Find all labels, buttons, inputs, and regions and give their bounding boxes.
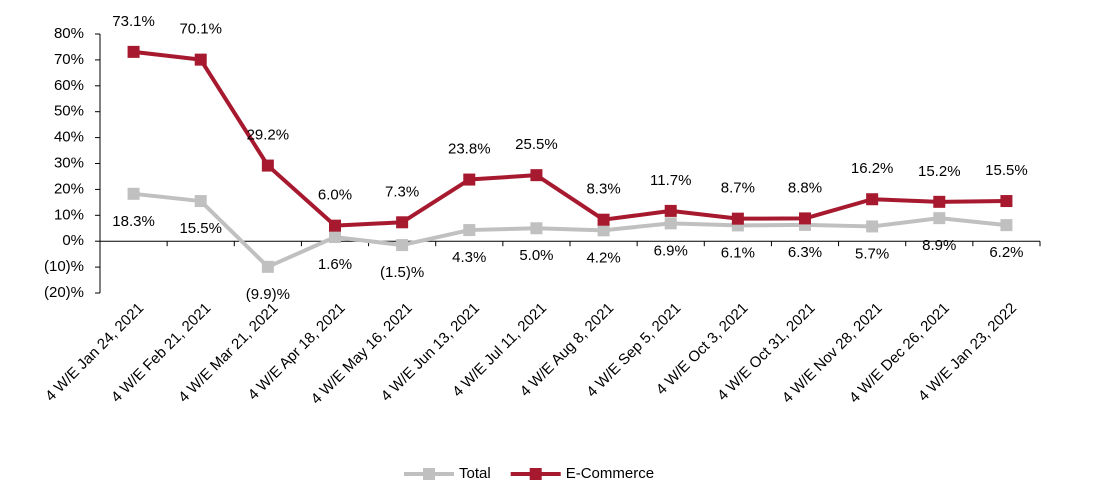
series-line — [133, 49, 1007, 228]
marker — [261, 260, 274, 273]
data-label: 1.6% — [318, 256, 352, 273]
marker — [396, 239, 409, 252]
data-label: 23.8% — [448, 141, 491, 158]
marker — [933, 195, 946, 208]
data-label: 6.9% — [654, 242, 688, 259]
data-label: (9.9)% — [246, 286, 290, 303]
data-label: 4.3% — [452, 249, 486, 266]
marker — [1000, 219, 1013, 232]
data-label: 15.5% — [985, 162, 1028, 179]
marker — [866, 220, 879, 233]
data-label: 8.3% — [586, 181, 620, 198]
marker — [329, 231, 341, 244]
marker — [530, 222, 543, 235]
y-tick-label: 80% — [54, 25, 84, 42]
marker — [329, 219, 341, 232]
data-label: 15.5% — [179, 220, 222, 237]
legend-label: E-Commerce — [566, 465, 654, 482]
legend-item: E-Commerce — [510, 465, 654, 482]
data-label: 70.1% — [179, 21, 222, 38]
data-label: 6.3% — [788, 244, 822, 261]
marker — [1000, 195, 1013, 208]
y-tick-label: (10)% — [44, 258, 84, 275]
marker — [731, 212, 744, 225]
data-label: 6.0% — [318, 187, 352, 204]
data-label: 11.7% — [650, 172, 691, 189]
marker — [597, 213, 610, 226]
data-label: 8.8% — [788, 179, 822, 196]
marker — [194, 195, 207, 208]
data-label: 8.9% — [922, 237, 956, 254]
data-label: 6.2% — [989, 244, 1023, 261]
marker — [463, 173, 476, 186]
legend-item: Total — [404, 465, 491, 482]
y-tick-label: 40% — [54, 129, 84, 146]
y-tick-label: (20)% — [44, 284, 84, 301]
marker — [127, 187, 140, 200]
data-label: 5.7% — [855, 245, 889, 262]
data-label: 16.2% — [851, 160, 894, 177]
marker — [530, 169, 543, 182]
data-label: 29.2% — [247, 127, 290, 144]
legend-label: Total — [459, 465, 491, 482]
marker — [463, 224, 476, 237]
marker — [664, 217, 677, 230]
data-label: 15.2% — [918, 163, 961, 180]
data-label: 73.1% — [112, 13, 155, 30]
y-tick-label: 10% — [54, 206, 84, 223]
marker — [597, 224, 610, 237]
marker — [127, 45, 140, 58]
marker — [261, 159, 274, 172]
y-tick-label: 30% — [54, 154, 84, 171]
series-line — [133, 191, 1007, 269]
y-tick-label: 60% — [54, 77, 84, 94]
legend-marker — [529, 468, 542, 480]
y-tick-label: 70% — [54, 51, 84, 68]
marker — [194, 53, 207, 66]
marker — [799, 212, 811, 225]
data-label: (1.5)% — [380, 264, 424, 281]
data-label: 7.3% — [385, 183, 419, 200]
marker — [866, 193, 879, 206]
data-label: 5.0% — [519, 247, 553, 264]
data-label: 25.5% — [515, 136, 558, 153]
data-label: 4.2% — [586, 249, 620, 266]
legend-marker — [423, 468, 435, 480]
y-tick-label: 50% — [54, 103, 84, 120]
data-label: 6.1% — [721, 244, 755, 261]
data-label: 8.7% — [721, 180, 755, 197]
marker — [664, 204, 677, 217]
marker — [396, 216, 409, 229]
marker — [933, 212, 946, 225]
y-tick-label: 20% — [54, 180, 84, 197]
y-tick-label: 0% — [62, 232, 84, 249]
data-label: 18.3% — [112, 213, 155, 230]
